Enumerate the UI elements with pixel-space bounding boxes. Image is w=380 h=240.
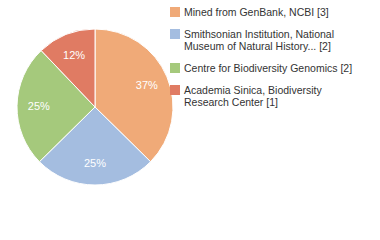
data-label: 37%	[136, 79, 158, 91]
pie	[17, 29, 173, 185]
legend-label: Smithsonian Institution, NationalMuseum …	[184, 28, 334, 52]
slice	[41, 29, 95, 107]
legend-swatch	[170, 63, 180, 73]
legend-label: Mined from GenBank, NCBI [3]	[184, 6, 329, 18]
legend-item: Mined from GenBank, NCBI [3]	[170, 6, 329, 18]
data-label: 25%	[28, 100, 50, 112]
data-labels: 37% 25% 25% 12%	[28, 49, 158, 169]
legend-item: Smithsonian Institution, NationalMuseum …	[170, 28, 334, 52]
legend-swatch	[170, 29, 180, 39]
data-label: 12%	[63, 49, 85, 61]
legend-label: Centre for Biodiversity Genomics [2]	[184, 62, 352, 74]
data-label: 25%	[84, 157, 106, 169]
legend-label: Academia Sinica, BiodiversityResearch Ce…	[184, 84, 322, 108]
legend-swatch	[170, 7, 180, 17]
chart: 37% 25% 25% 12% Mined from GenBank, NCBI [3]…	[0, 0, 380, 240]
legend: Mined from GenBank, NCBI [3] Smithsonian …	[170, 6, 352, 108]
legend-item: Centre for Biodiversity Genomics [2]	[170, 62, 352, 74]
legend-item: Academia Sinica, BiodiversityResearch Ce…	[170, 84, 322, 108]
legend-swatch	[170, 85, 180, 95]
